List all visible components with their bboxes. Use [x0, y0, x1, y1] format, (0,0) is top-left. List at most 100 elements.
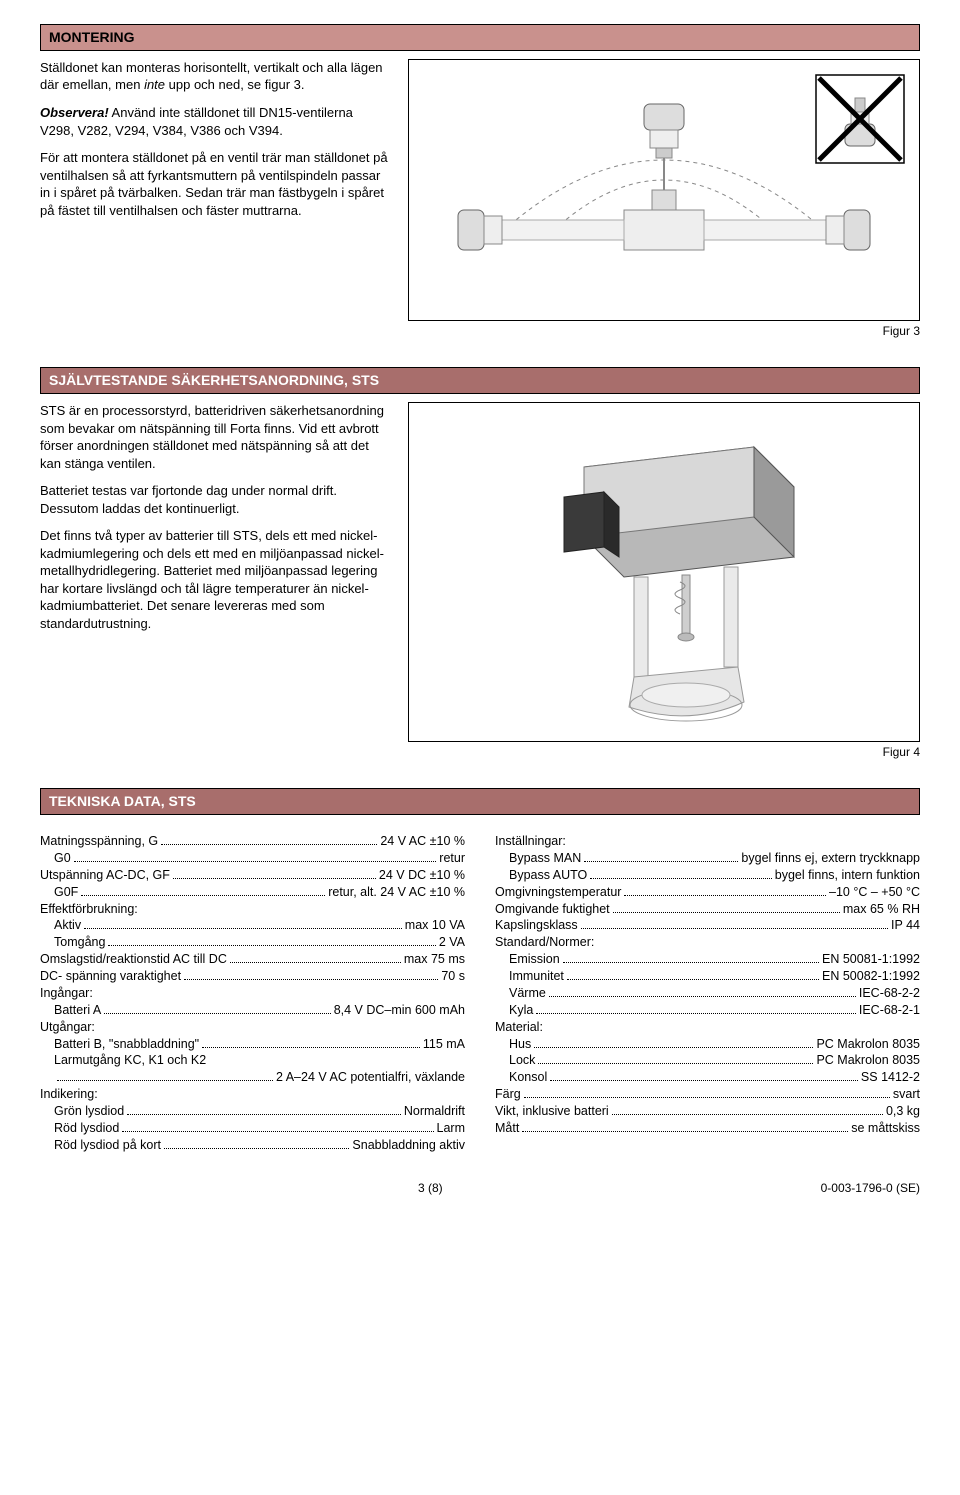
spec-value: bygel finns ej, extern tryckknapp [741, 850, 920, 867]
spec-line: G0Fretur, alt. 24 V AC ±10 % [40, 884, 465, 901]
spec-dots [534, 1047, 813, 1048]
spec-value: 115 mA [423, 1036, 465, 1053]
spec-value: SS 1412-2 [861, 1069, 920, 1086]
spec-label: Röd lysdiod [54, 1120, 119, 1137]
spec-dots [230, 962, 401, 963]
spec-line: G0 retur [40, 850, 465, 867]
spec-dots [613, 912, 840, 913]
spec-line: Utspänning AC-DC, GF24 V DC ±10 % [40, 867, 465, 884]
spec-label: Larmutgång KC, K1 och K2 [54, 1052, 206, 1069]
spec-dots [202, 1047, 420, 1048]
spec-columns: Matningsspänning, G24 V AC ±10 %G0returU… [40, 833, 920, 1154]
spec-dots [127, 1114, 401, 1115]
spec-value: –10 °C – +50 °C [829, 884, 920, 901]
sts-p2: Batteriet testas var fjortonde dag under… [40, 482, 390, 517]
spec-line: Tomgång2 VA [40, 934, 465, 951]
spec-label: G0 [54, 850, 71, 867]
spec-label: Immunitet [509, 968, 564, 985]
spec-value: IP 44 [891, 917, 920, 934]
montering-p1: Ställdonet kan monteras horisontellt, ve… [40, 59, 390, 94]
spec-dots [161, 844, 377, 845]
spec-line: Röd lysdiod på kort Snabbladdning aktiv [40, 1137, 465, 1154]
spec-dots [173, 878, 376, 879]
spec-dots [536, 1013, 856, 1014]
spec-line: Bypass MAN bygel finns ej, extern tryckkn… [495, 850, 920, 867]
section-title-sts: SJÄLVTESTANDE SÄKERHETSANORDNING, STS [49, 372, 379, 388]
spec-label: Omslagstid/reaktionstid AC till DC [40, 951, 227, 968]
spec-line: Vikt, inklusive batteri0,3 kg [495, 1103, 920, 1120]
spec-line: HusPC Makrolon 8035 [495, 1036, 920, 1053]
spec-value: 24 V DC ±10 % [379, 867, 465, 884]
spec-line: Batteri A 8,4 V DC–min 600 mAh [40, 1002, 465, 1019]
spec-label: Lock [509, 1052, 535, 1069]
spec-dots [184, 979, 438, 980]
spec-dots [84, 928, 402, 929]
section-title: MONTERING [49, 29, 135, 45]
spec-dots [584, 861, 738, 862]
fig4-diagram [409, 407, 919, 737]
spec-dots [550, 1080, 858, 1081]
spec-value: 8,4 V DC–min 600 mAh [334, 1002, 465, 1019]
spec-line: DC- spänning varaktighet70 s [40, 968, 465, 985]
spec-value: Larm [437, 1120, 465, 1137]
spec-value: 0,3 kg [886, 1103, 920, 1120]
spec-value: 2 VA [439, 934, 465, 951]
spec-label: Bypass MAN [509, 850, 581, 867]
montering-p3: För att montera ställdonet på en ventil … [40, 149, 390, 219]
spec-line: Batteri B, "snabbladdning"115 mA [40, 1036, 465, 1053]
spec-line: Bypass AUTObygel finns, intern funktion [495, 867, 920, 884]
spec-dots [108, 945, 435, 946]
spec-dots [581, 928, 888, 929]
spec-dots [563, 962, 819, 963]
p1-italic: inte [144, 77, 165, 92]
fig3-wrap: Figur 3 [408, 59, 920, 339]
spec-line: Indikering: [40, 1086, 465, 1103]
spec-col-left: Matningsspänning, G24 V AC ±10 %G0returU… [40, 833, 465, 1154]
spec-value: max 75 ms [404, 951, 465, 968]
spec-line: KylaIEC-68-2-1 [495, 1002, 920, 1019]
section-header-sts: SJÄLVTESTANDE SÄKERHETSANORDNING, STS [40, 367, 920, 394]
spec-label: Material: [495, 1019, 543, 1036]
spec-value: svart [893, 1086, 920, 1103]
section-title-tekniska: TEKNISKA DATA, STS [49, 793, 196, 809]
spec-value: EN 50082-1:1992 [822, 968, 920, 985]
spec-label: Röd lysdiod på kort [54, 1137, 161, 1154]
spec-value: max 65 % RH [843, 901, 920, 918]
spec-label: Omgivande fuktighet [495, 901, 610, 918]
page: MONTERING Ställdonet kan monteras horiso… [0, 0, 960, 1174]
spec-value: 24 V AC ±10 % [380, 833, 465, 850]
spec-value: max 10 VA [405, 917, 465, 934]
spec-label: Grön lysdiod [54, 1103, 124, 1120]
spec-label: Batteri A [54, 1002, 101, 1019]
spec-value: retur [439, 850, 465, 867]
spec-line: Effektförbrukning: [40, 901, 465, 918]
spec-label: Konsol [509, 1069, 547, 1086]
spec-label: Emission [509, 951, 560, 968]
spec-label: Matningsspänning, G [40, 833, 158, 850]
spec-line: Konsol SS 1412-2 [495, 1069, 920, 1086]
section-header-montering: MONTERING [40, 24, 920, 51]
section-header-tekniska: TEKNISKA DATA, STS [40, 788, 920, 815]
spec-dots [538, 1063, 813, 1064]
spec-line: Standard/Normer: [495, 934, 920, 951]
spec-line: Måttse måttskiss [495, 1120, 920, 1137]
spec-dots [164, 1148, 349, 1149]
spec-label: Ingångar: [40, 985, 93, 1002]
spec-dots [612, 1114, 883, 1115]
spec-value: Snabbladdning aktiv [352, 1137, 465, 1154]
spec-value: 70 s [441, 968, 465, 985]
footer-page: 3 (8) [418, 1180, 443, 1196]
spec-label: G0F [54, 884, 78, 901]
spec-line: KapslingsklassIP 44 [495, 917, 920, 934]
spec-label: Indikering: [40, 1086, 98, 1103]
spec-label: Omgivningstemperatur [495, 884, 621, 901]
spec-value: PC Makrolon 8035 [816, 1052, 920, 1069]
sts-text: STS är en processorstyrd, batteridriven … [40, 402, 390, 643]
spec-col-right: Inställningar:Bypass MANbygel finns ej, … [495, 833, 920, 1154]
spec-line: Utgångar: [40, 1019, 465, 1036]
spec-label: Mått [495, 1120, 519, 1137]
fig4-wrap: Figur 4 [408, 402, 920, 760]
spec-value: IEC-68-2-1 [859, 1002, 920, 1019]
spec-label: Hus [509, 1036, 531, 1053]
spec-label: Standard/Normer: [495, 934, 594, 951]
